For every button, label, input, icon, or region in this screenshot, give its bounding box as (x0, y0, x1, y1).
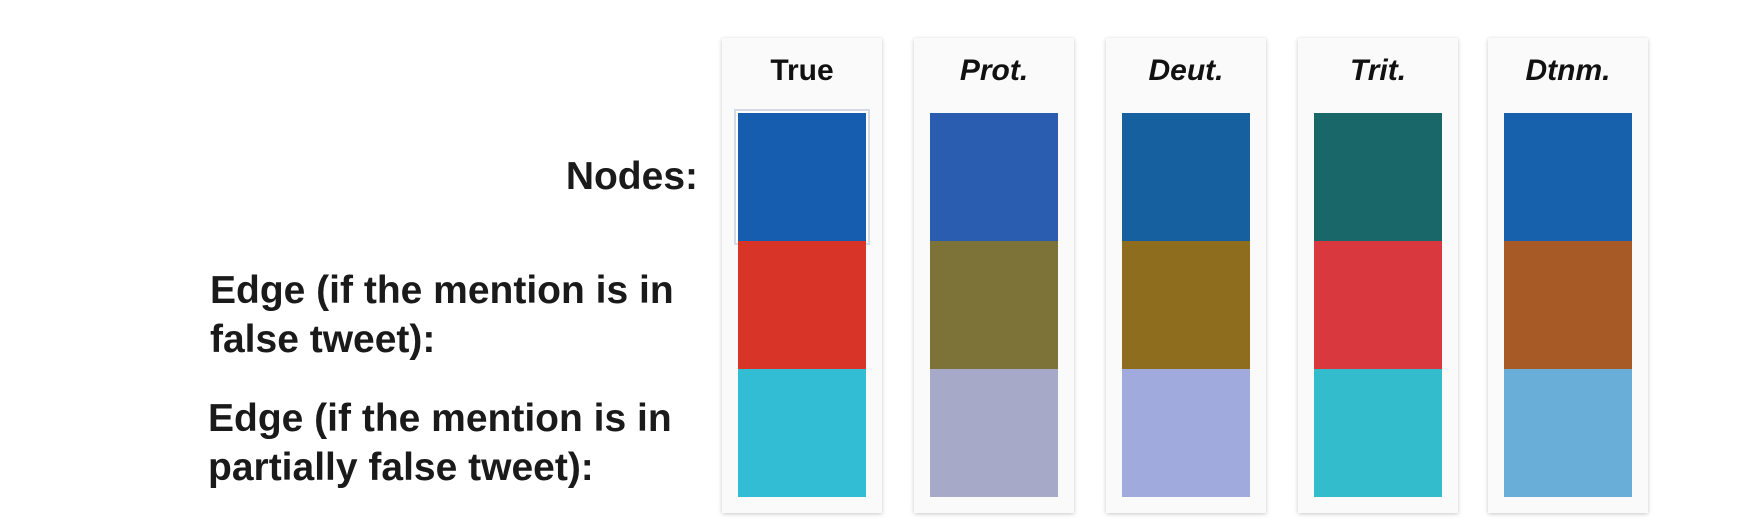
node-color-swatch (1122, 113, 1250, 241)
edge-false-color-swatch (1122, 241, 1250, 369)
color-column-deut: Deut. (1106, 38, 1266, 513)
column-title: Deut. (1148, 54, 1224, 87)
row-label-nodes: Nodes: (565, 155, 698, 198)
edge-partial-color-swatch (1504, 369, 1632, 497)
column-title: Dtnm. (1525, 54, 1611, 87)
edge-partial-color-swatch (930, 369, 1058, 497)
row-label-edge-partial-line1: Edge (if the mention is in (208, 397, 672, 440)
node-color-swatch (930, 113, 1058, 241)
row-label-edge-partial-line2: partially false tweet): (208, 446, 594, 489)
color-column-true: True (722, 38, 882, 513)
column-title: Prot. (959, 54, 1029, 87)
edge-false-color-swatch (1504, 241, 1632, 369)
row-label-edge-partial: Edge (if the mention is in partially fal… (208, 394, 672, 492)
edge-partial-color-swatch (1314, 369, 1442, 497)
edge-false-color-swatch (738, 241, 866, 369)
edge-partial-color-swatch (1122, 369, 1250, 497)
edge-partial-color-swatch (738, 369, 866, 497)
column-title: Trit. (1349, 54, 1407, 87)
node-color-swatch (1504, 113, 1632, 241)
node-color-swatch (736, 111, 868, 243)
row-label-edge-false: Edge (if the mention is in false tweet): (210, 266, 674, 364)
edge-false-color-swatch (930, 241, 1058, 369)
edge-false-color-swatch (1314, 241, 1442, 369)
color-column-trit: Trit. (1298, 38, 1458, 513)
node-color-swatch (1314, 113, 1442, 241)
column-title: True (770, 54, 834, 87)
row-label-edge-false-line1: Edge (if the mention is in (210, 269, 674, 312)
row-label-edge-false-line2: false tweet): (210, 318, 436, 361)
color-column-prot: Prot. (914, 38, 1074, 513)
color-column-dtnm: Dtnm. (1488, 38, 1648, 513)
